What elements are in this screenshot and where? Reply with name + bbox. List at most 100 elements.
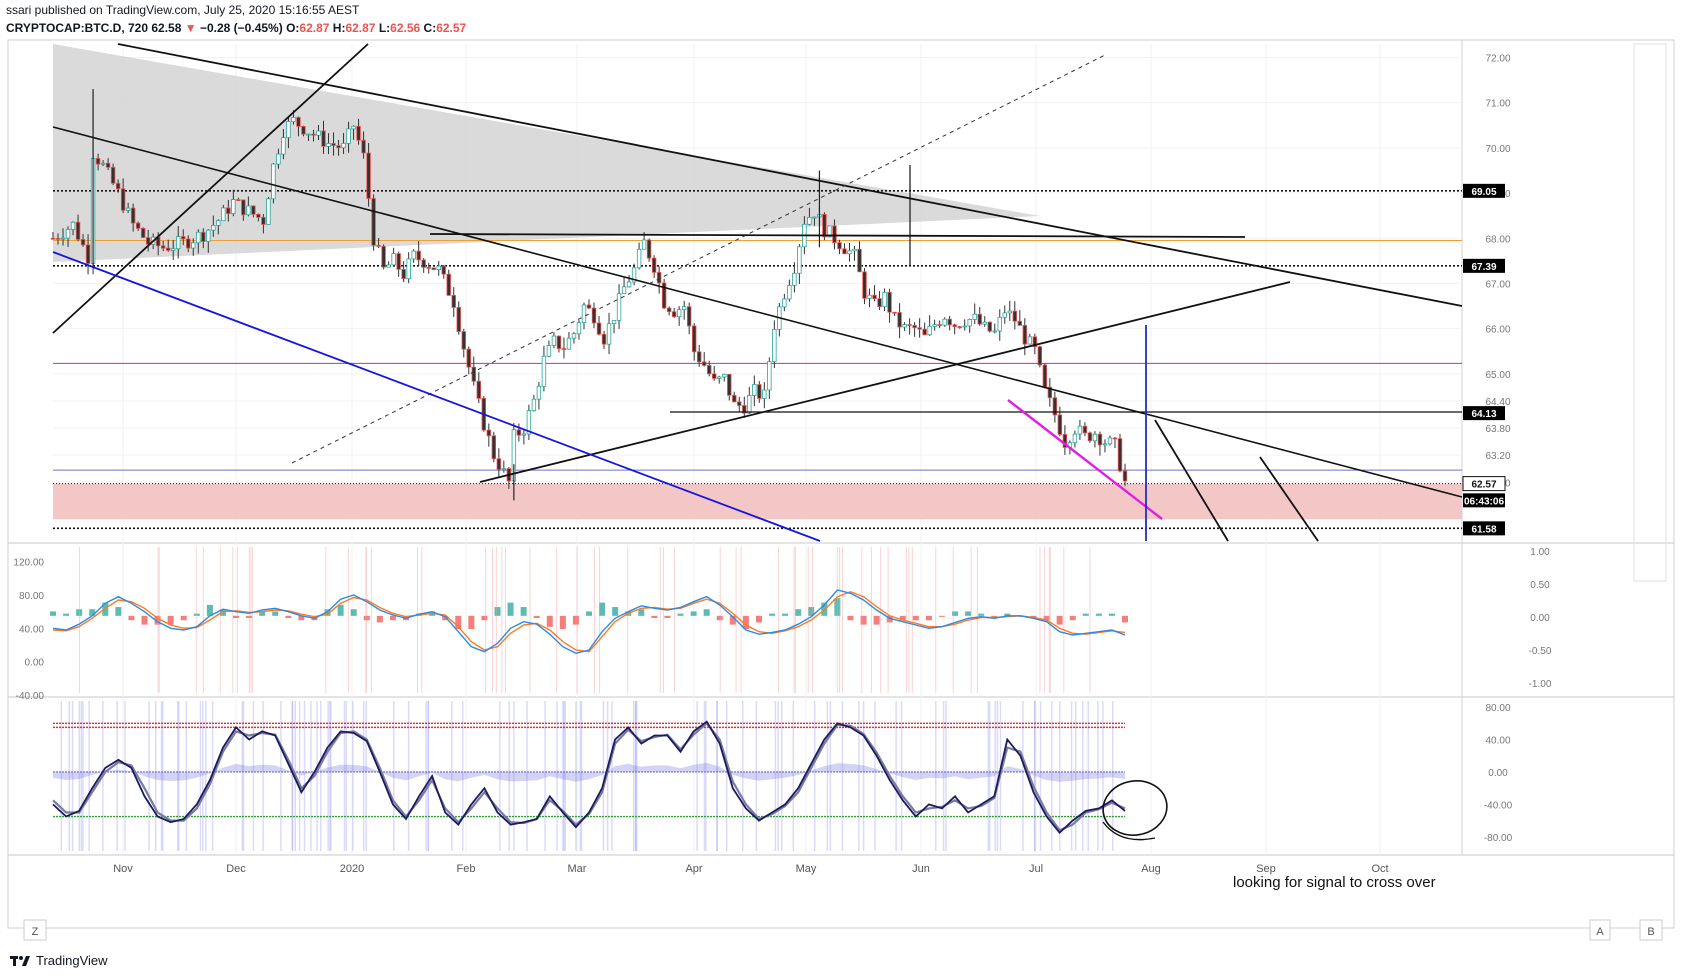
b-button-label: B — [1647, 926, 1654, 938]
candle-body — [872, 294, 877, 300]
candle-body — [902, 324, 907, 328]
macd-line — [52, 589, 1126, 655]
candle-body — [546, 345, 552, 357]
candle-body — [391, 253, 396, 266]
candle-body — [732, 394, 737, 403]
macd-histogram-bar — [834, 598, 841, 616]
candle-body — [115, 182, 121, 190]
candle-body — [55, 238, 61, 240]
macd-histogram-bar — [938, 615, 945, 617]
low-label: L: — [378, 21, 391, 35]
chart-canvas[interactable]: Nov Dec 2020 Feb Mar Apr May Jun Jul Aug Sep Oct 72.… — [0, 0, 1683, 945]
z-button[interactable]: Z — [23, 919, 47, 941]
y-tick-label: 72.00 — [1485, 54, 1510, 65]
price-axis-label-bg — [1463, 521, 1505, 536]
candle-body — [591, 307, 597, 324]
candle-body — [1027, 336, 1033, 345]
macd-histogram-bar — [272, 611, 279, 616]
candle-body — [516, 429, 522, 436]
candle-body — [1047, 386, 1053, 399]
high-value: 62.87 — [345, 21, 376, 35]
macd-histogram-bar — [128, 615, 135, 621]
candle-body — [356, 125, 361, 141]
candle-body — [501, 468, 507, 471]
candle-body — [877, 298, 882, 308]
candle-body — [161, 245, 166, 249]
macd-histogram-bar — [703, 609, 710, 616]
price-change: −0.28 (−0.45%) — [199, 21, 283, 35]
candle-body — [737, 401, 742, 406]
candle-body — [957, 326, 962, 329]
macd-histogram-bar — [520, 607, 527, 616]
candle-body — [947, 318, 952, 326]
candle-body — [882, 291, 887, 308]
candle-body — [666, 307, 672, 313]
candle-body — [266, 198, 271, 225]
macd-histogram-bar — [507, 602, 514, 616]
macd-histogram-bar — [50, 611, 56, 616]
candle-body — [722, 373, 727, 378]
candle-body — [70, 221, 76, 230]
candle-body — [807, 216, 812, 225]
candle-body — [857, 248, 862, 273]
candle-body — [842, 248, 847, 255]
macd-histogram-bar — [337, 604, 344, 616]
macd-histogram-bar — [886, 615, 893, 623]
candle-body — [346, 128, 351, 144]
osc-y-tick-label: -80.00 — [1484, 833, 1513, 844]
candle-body — [441, 265, 446, 275]
y-tick-label: 64.40 — [1485, 397, 1510, 408]
candle-body — [1102, 443, 1108, 446]
candle-body — [1082, 425, 1088, 434]
candle-body — [1117, 438, 1123, 472]
candle-body — [691, 325, 697, 353]
high-label: H: — [332, 21, 346, 35]
candle-body — [576, 322, 582, 335]
candle-body — [847, 250, 852, 255]
b-button[interactable]: B — [1639, 919, 1663, 941]
candle-body — [1062, 434, 1068, 448]
y-tick-label: 63.20 — [1485, 451, 1510, 462]
macd-histogram-bar — [1056, 615, 1063, 625]
candle-body — [231, 199, 236, 215]
candle-body — [226, 207, 231, 215]
candle-body — [366, 152, 371, 199]
close-value: 62.57 — [436, 21, 467, 35]
z-button-label: Z — [32, 926, 39, 938]
candle-body — [571, 333, 577, 339]
candle-body — [671, 311, 677, 318]
candle-body — [827, 225, 832, 238]
candle-body — [80, 239, 86, 246]
macd-histogram-bar — [586, 611, 592, 616]
y-tick-label: 65.00 — [1485, 370, 1510, 381]
macd-histogram-bar — [363, 615, 370, 621]
a-button[interactable]: A — [1589, 919, 1611, 941]
candle-body — [676, 309, 682, 318]
candle-body — [757, 384, 762, 399]
candle-body — [892, 311, 897, 314]
macd-histogram-bar — [769, 613, 776, 616]
macd-histogram-bar — [468, 615, 475, 630]
candle-body — [120, 188, 126, 211]
candle-body — [712, 373, 717, 379]
x-tick-label: Sep — [1256, 863, 1276, 875]
macd-histogram-bar — [664, 615, 671, 619]
osc-y-tick-label: 0.00 — [1488, 768, 1508, 779]
projection-line-2 — [1259, 456, 1319, 542]
candle-body — [862, 271, 867, 299]
candle-body — [166, 247, 171, 251]
candle-body — [1002, 312, 1007, 318]
macd-histogram-bar — [442, 615, 449, 621]
candle-body — [606, 323, 612, 345]
macd-right-tick-label: 0.00 — [1530, 613, 1550, 624]
osc-y-tick-label: 40.00 — [1485, 736, 1510, 747]
candle-body — [411, 250, 416, 260]
candle-body — [241, 199, 246, 216]
candle-body — [822, 213, 827, 238]
candle-body — [371, 198, 376, 246]
price-axis-label: 62.57 — [1471, 480, 1496, 491]
candle-body — [681, 306, 687, 311]
candle-body — [125, 207, 131, 211]
macd-histogram-bar — [690, 611, 697, 616]
candle-body — [421, 259, 426, 268]
